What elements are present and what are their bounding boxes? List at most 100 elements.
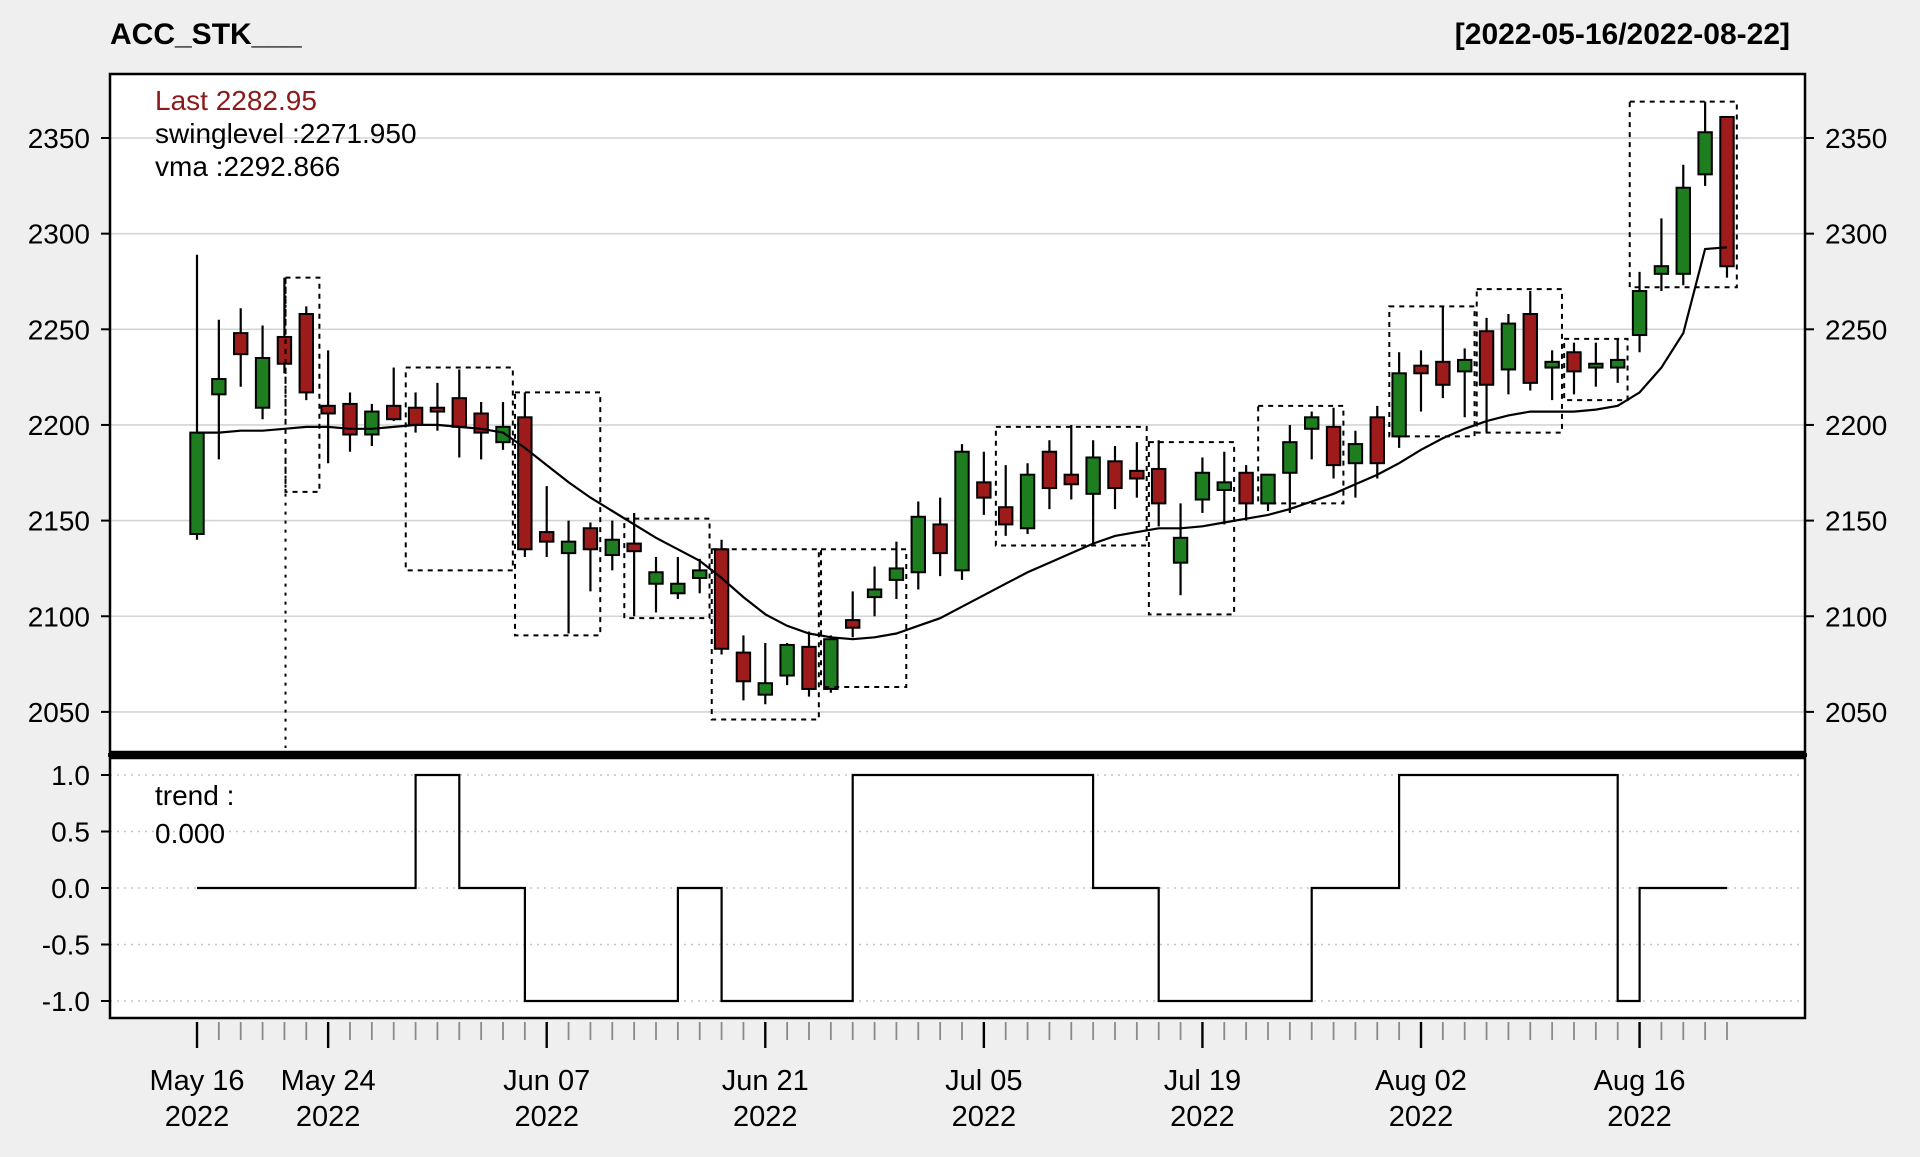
candle-2022-05-23[interactable] bbox=[298, 306, 314, 401]
x-axis-label-month: Jul 05 bbox=[945, 1065, 1022, 1097]
candle-body bbox=[1129, 469, 1145, 480]
candle-2022-08-22[interactable] bbox=[1719, 115, 1735, 278]
candle-body bbox=[1391, 372, 1407, 438]
candle-2022-08-08[interactable] bbox=[1500, 313, 1517, 395]
candle-2022-07-01[interactable] bbox=[932, 497, 948, 577]
candle-2022-06-28[interactable] bbox=[866, 566, 883, 617]
candle-2022-05-16[interactable] bbox=[189, 254, 205, 540]
trend-axis-label: 1.0 bbox=[51, 760, 90, 791]
candle-2022-07-11[interactable] bbox=[1063, 424, 1079, 500]
candle-body bbox=[233, 332, 249, 356]
candle-2022-07-25[interactable] bbox=[1282, 424, 1298, 513]
candle-2022-07-19[interactable] bbox=[1194, 457, 1211, 513]
candle-2022-06-30[interactable] bbox=[910, 501, 926, 590]
candle-2022-07-22[interactable] bbox=[1260, 473, 1276, 512]
candle-body bbox=[254, 356, 271, 409]
candle-body bbox=[1719, 115, 1735, 268]
legend-vma: vma :2292.866 bbox=[155, 151, 340, 182]
candle-body bbox=[757, 682, 773, 696]
candle-2022-07-13[interactable] bbox=[1107, 445, 1123, 510]
candle-2022-06-14[interactable] bbox=[648, 556, 664, 613]
candle-body bbox=[1478, 330, 1495, 386]
candle-body bbox=[998, 506, 1014, 526]
candle-2022-06-06[interactable] bbox=[517, 392, 533, 557]
candle-2022-05-24[interactable] bbox=[320, 350, 336, 464]
trend-axis-label: 0.5 bbox=[51, 817, 90, 848]
candle-2022-06-03[interactable] bbox=[495, 401, 511, 450]
y-axis-label-right: 2050 bbox=[1825, 697, 1887, 728]
candle-2022-08-05[interactable] bbox=[1478, 317, 1495, 433]
legend-swinglevel: swinglevel :2271.950 bbox=[155, 118, 417, 149]
x-axis-label-year: 2022 bbox=[1170, 1101, 1235, 1133]
candle-2022-08-04[interactable] bbox=[1457, 348, 1473, 418]
candle-2022-08-09[interactable] bbox=[1522, 291, 1538, 391]
candle-2022-06-17[interactable] bbox=[713, 539, 730, 655]
candle-2022-08-10[interactable] bbox=[1544, 350, 1560, 401]
candle-2022-07-05[interactable] bbox=[976, 451, 992, 515]
swing-box-3 bbox=[623, 517, 711, 620]
candle-2022-06-08[interactable] bbox=[560, 520, 577, 634]
candle-body bbox=[1588, 362, 1604, 369]
candle-body bbox=[954, 450, 970, 572]
y-axis-label-left: 2100 bbox=[28, 601, 90, 632]
candle-2022-06-20[interactable] bbox=[735, 635, 752, 701]
candle-2022-08-02[interactable] bbox=[1413, 350, 1429, 412]
candle-2022-08-16[interactable] bbox=[1631, 271, 1648, 353]
y-axis-label-right: 2350 bbox=[1825, 123, 1887, 154]
candle-2022-06-27[interactable] bbox=[845, 591, 861, 638]
candle-body bbox=[386, 404, 402, 421]
candle-2022-06-16[interactable] bbox=[692, 558, 708, 594]
chart-date-range: [2022-05-16/2022-08-22] bbox=[1455, 18, 1790, 51]
candle-2022-05-17[interactable] bbox=[211, 319, 227, 460]
candle-2022-07-14[interactable] bbox=[1129, 442, 1145, 498]
candle-2022-07-08[interactable] bbox=[1041, 440, 1058, 510]
candle-2022-08-18[interactable] bbox=[1675, 164, 1691, 286]
candle-2022-05-20[interactable] bbox=[276, 277, 293, 374]
candle-2022-05-19[interactable] bbox=[254, 325, 271, 420]
candle-2022-07-15[interactable] bbox=[1151, 440, 1167, 527]
swing-box-4 bbox=[710, 548, 820, 721]
candle-2022-08-15[interactable] bbox=[1610, 338, 1626, 383]
candle-body bbox=[1697, 131, 1713, 176]
candle-2022-07-29[interactable] bbox=[1369, 405, 1385, 479]
candle-2022-05-25[interactable] bbox=[342, 392, 358, 452]
candle-2022-06-15[interactable] bbox=[670, 556, 686, 600]
candle-2022-06-22[interactable] bbox=[779, 643, 795, 686]
candle-2022-06-24[interactable] bbox=[823, 635, 839, 693]
candle-2022-06-21[interactable] bbox=[757, 643, 773, 705]
candle-2022-05-27[interactable] bbox=[386, 367, 402, 422]
swing-box-8 bbox=[1257, 404, 1345, 505]
candle-2022-05-31[interactable] bbox=[429, 382, 446, 431]
candle-2022-07-20[interactable] bbox=[1216, 451, 1232, 525]
candle-2022-07-18[interactable] bbox=[1172, 503, 1189, 596]
candle-2022-07-21[interactable] bbox=[1238, 465, 1254, 521]
candle-2022-07-07[interactable] bbox=[1019, 463, 1036, 534]
candle-2022-06-23[interactable] bbox=[801, 631, 817, 697]
candle-2022-08-19[interactable] bbox=[1697, 101, 1713, 186]
candle-2022-06-13[interactable] bbox=[626, 512, 642, 617]
candle-2022-07-12[interactable] bbox=[1085, 440, 1101, 546]
candle-body bbox=[495, 425, 511, 444]
candle-body bbox=[1544, 360, 1560, 369]
candle-2022-06-29[interactable] bbox=[888, 541, 905, 600]
x-axis-label-month: Aug 16 bbox=[1594, 1065, 1686, 1097]
candle-2022-05-18[interactable] bbox=[233, 308, 249, 387]
candle-2022-06-09[interactable] bbox=[582, 522, 599, 592]
candle-2022-06-07[interactable] bbox=[539, 486, 555, 557]
x-axis-label-month: Jul 19 bbox=[1164, 1065, 1241, 1097]
candle-2022-07-04[interactable] bbox=[954, 444, 970, 580]
candle-2022-07-06[interactable] bbox=[998, 465, 1014, 536]
candle-body bbox=[670, 582, 686, 595]
candle-2022-08-03[interactable] bbox=[1435, 306, 1451, 399]
candle-2022-07-26[interactable] bbox=[1304, 411, 1320, 460]
x-axis-label-year: 2022 bbox=[165, 1101, 230, 1133]
candle-body bbox=[932, 523, 948, 555]
candle-2022-06-10[interactable] bbox=[604, 520, 620, 571]
candle-2022-08-17[interactable] bbox=[1653, 218, 1670, 292]
candle-2022-08-12[interactable] bbox=[1588, 342, 1604, 387]
candle-2022-07-27[interactable] bbox=[1325, 407, 1342, 479]
candle-2022-06-01[interactable] bbox=[451, 369, 467, 458]
candle-2022-07-28[interactable] bbox=[1347, 430, 1364, 498]
candle-2022-08-11[interactable] bbox=[1566, 342, 1582, 395]
x-axis-label-year: 2022 bbox=[1389, 1101, 1454, 1133]
